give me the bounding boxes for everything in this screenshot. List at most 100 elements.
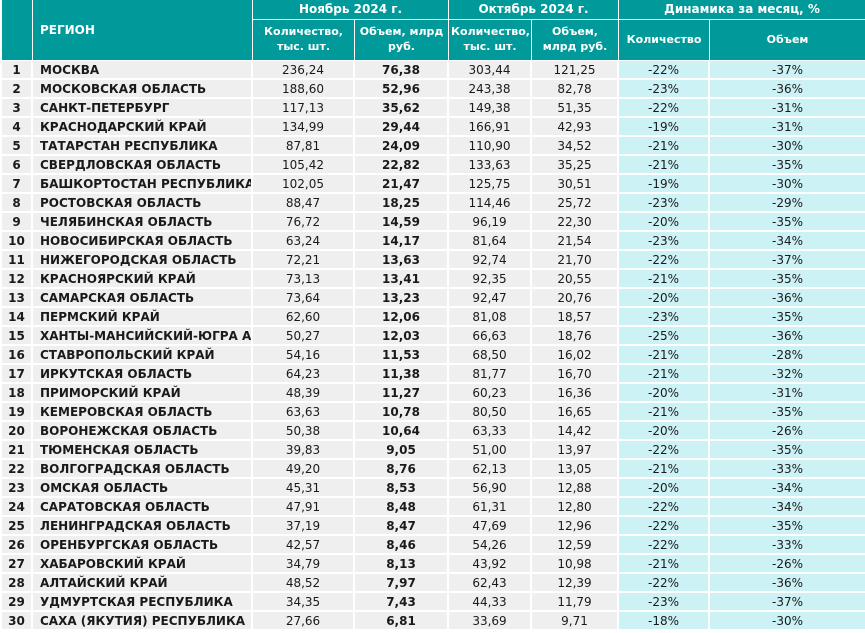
october-volume-cell: 12,96 [532, 517, 620, 536]
november-qty-cell: 27,66 [253, 612, 355, 631]
october-volume-cell: 18,57 [532, 308, 620, 327]
november-qty-cell: 105,42 [253, 156, 355, 175]
dynamics-qty-cell: -22% [619, 61, 711, 80]
dynamics-qty-cell: -21% [619, 346, 711, 365]
november-qty-cell: 50,27 [253, 327, 355, 346]
table-row: 5 ТАТАРСТАН РЕСПУБЛИКА 87,81 24,09 110,9… [0, 137, 865, 156]
table-row: 21 ТЮМЕНСКАЯ ОБЛАСТЬ 39,83 9,05 51,00 13… [0, 441, 865, 460]
row-index-cell: 3 [0, 99, 33, 118]
dynamics-qty-cell: -21% [619, 156, 711, 175]
region-name-cell: САХА (ЯКУТИЯ) РЕСПУБЛИКА [33, 612, 253, 631]
region-name-cell: КРАСНОДАРСКИЙ КРАЙ [33, 118, 253, 137]
dynamics-qty-cell: -20% [619, 384, 711, 403]
dynamics-volume-cell: -30% [710, 175, 865, 194]
dynamics-qty-cell: -22% [619, 251, 711, 270]
dynamics-volume-cell: -35% [710, 403, 865, 422]
november-qty-header: Количество, тыс. шт. [253, 20, 355, 61]
october-qty-cell: 60,23 [449, 384, 533, 403]
table-row: 2 МОСКОВСКАЯ ОБЛАСТЬ 188,60 52,96 243,38… [0, 80, 865, 99]
october-volume-cell: 12,59 [532, 536, 620, 555]
region-name-cell: ЛЕНИНГРАДСКАЯ ОБЛАСТЬ [33, 517, 253, 536]
region-name-cell: СТАВРОПОЛЬСКИЙ КРАЙ [33, 346, 253, 365]
november-qty-cell: 236,24 [253, 61, 355, 80]
november-qty-cell: 88,47 [253, 194, 355, 213]
region-name-cell: КЕМЕРОВСКАЯ ОБЛАСТЬ [33, 403, 253, 422]
october-qty-cell: 61,31 [449, 498, 533, 517]
row-index-cell: 23 [0, 479, 33, 498]
november-qty-cell: 188,60 [253, 80, 355, 99]
row-index-cell: 9 [0, 213, 33, 232]
row-index-cell: 16 [0, 346, 33, 365]
table-row: 26 ОРЕНБУРГСКАЯ ОБЛАСТЬ 42,57 8,46 54,26… [0, 536, 865, 555]
dynamics-volume-cell: -37% [710, 251, 865, 270]
row-index-cell: 11 [0, 251, 33, 270]
table-row: 25 ЛЕНИНГРАДСКАЯ ОБЛАСТЬ 37,19 8,47 47,6… [0, 517, 865, 536]
dynamics-qty-cell: -23% [619, 194, 711, 213]
region-name-cell: БАШКОРТОСТАН РЕСПУБЛИКА [33, 175, 253, 194]
october-volume-header: Объем, млрд руб. [532, 20, 620, 61]
dynamics-volume-cell: -35% [710, 213, 865, 232]
row-index-cell: 18 [0, 384, 33, 403]
october-qty-header: Количество, тыс. шт. [449, 20, 533, 61]
november-volume-cell: 24,09 [355, 137, 450, 156]
region-name-cell: ПРИМОРСКИЙ КРАЙ [33, 384, 253, 403]
row-index-cell: 30 [0, 612, 33, 631]
november-volume-cell: 7,43 [355, 593, 450, 612]
november-volume-cell: 11,27 [355, 384, 450, 403]
dynamics-qty-cell: -21% [619, 555, 711, 574]
row-index-cell: 21 [0, 441, 33, 460]
dynamics-volume-cell: -37% [710, 593, 865, 612]
dynamics-volume-cell: -29% [710, 194, 865, 213]
row-index-cell: 26 [0, 536, 33, 555]
table-row: 28 АЛТАЙСКИЙ КРАЙ 48,52 7,97 62,43 12,39… [0, 574, 865, 593]
dynamics-qty-cell: -22% [619, 498, 711, 517]
row-index-cell: 5 [0, 137, 33, 156]
dynamics-volume-cell: -30% [710, 612, 865, 631]
region-name-cell: ТЮМЕНСКАЯ ОБЛАСТЬ [33, 441, 253, 460]
region-name-cell: ЧЕЛЯБИНСКАЯ ОБЛАСТЬ [33, 213, 253, 232]
table-row: 17 ИРКУТСКАЯ ОБЛАСТЬ 64,23 11,38 81,77 1… [0, 365, 865, 384]
dynamics-volume-cell: -34% [710, 232, 865, 251]
october-qty-cell: 303,44 [449, 61, 533, 80]
october-qty-cell: 43,92 [449, 555, 533, 574]
dynamics-volume-cell: -31% [710, 118, 865, 137]
dynamics-qty-cell: -20% [619, 213, 711, 232]
dynamics-qty-cell: -22% [619, 441, 711, 460]
region-name-cell: ВОЛГОГРАДСКАЯ ОБЛАСТЬ [33, 460, 253, 479]
table-row: 19 КЕМЕРОВСКАЯ ОБЛАСТЬ 63,63 10,78 80,50… [0, 403, 865, 422]
dynamics-qty-cell: -23% [619, 593, 711, 612]
dynamics-volume-cell: -34% [710, 479, 865, 498]
november-qty-cell: 117,13 [253, 99, 355, 118]
october-qty-cell: 62,43 [449, 574, 533, 593]
table-row: 23 ОМСКАЯ ОБЛАСТЬ 45,31 8,53 56,90 12,88… [0, 479, 865, 498]
dynamics-volume-cell: -26% [710, 555, 865, 574]
october-volume-cell: 51,35 [532, 99, 620, 118]
region-name-cell: АЛТАЙСКИЙ КРАЙ [33, 574, 253, 593]
october-volume-cell: 22,30 [532, 213, 620, 232]
dynamics-volume-cell: -34% [710, 498, 865, 517]
region-name-cell: НОВОСИБИРСКАЯ ОБЛАСТЬ [33, 232, 253, 251]
dynamics-volume-cell: -35% [710, 441, 865, 460]
table-row: 12 КРАСНОЯРСКИЙ КРАЙ 73,13 13,41 92,35 2… [0, 270, 865, 289]
dynamics-qty-cell: -23% [619, 232, 711, 251]
november-volume-cell: 10,78 [355, 403, 450, 422]
region-name-cell: ХАНТЫ-МАНСИЙСКИЙ-ЮГРА АО [33, 327, 253, 346]
october-qty-cell: 56,90 [449, 479, 533, 498]
row-index-cell: 12 [0, 270, 33, 289]
november-qty-cell: 87,81 [253, 137, 355, 156]
october-volume-cell: 20,76 [532, 289, 620, 308]
region-column-header: РЕГИОН [33, 0, 253, 61]
october-qty-cell: 33,69 [449, 612, 533, 631]
row-index-cell: 22 [0, 460, 33, 479]
region-name-cell: СВЕРДЛОВСКАЯ ОБЛАСТЬ [33, 156, 253, 175]
table-row: 1 МОСКВА 236,24 76,38 303,44 121,25 -22%… [0, 61, 865, 80]
november-qty-cell: 62,60 [253, 308, 355, 327]
october-volume-cell: 13,97 [532, 441, 620, 460]
november-volume-cell: 18,25 [355, 194, 450, 213]
dynamics-volume-cell: -36% [710, 327, 865, 346]
october-volume-cell: 16,70 [532, 365, 620, 384]
october-volume-cell: 20,55 [532, 270, 620, 289]
october-qty-cell: 44,33 [449, 593, 533, 612]
november-qty-cell: 49,20 [253, 460, 355, 479]
